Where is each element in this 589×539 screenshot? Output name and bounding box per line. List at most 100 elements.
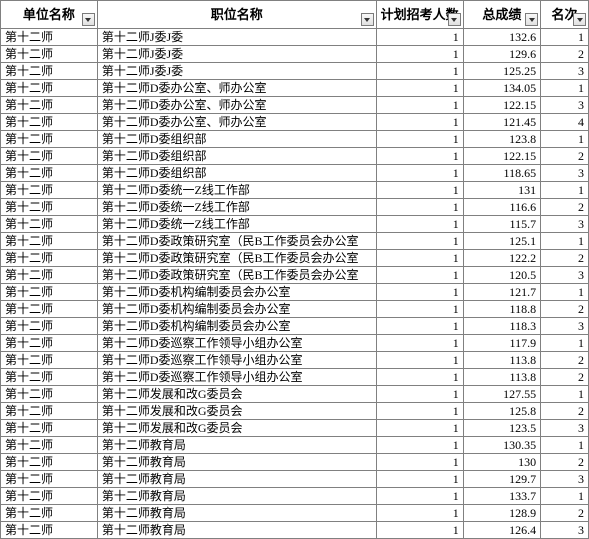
cell-plan: 1: [376, 233, 463, 250]
table-row: 第十二师第十二师D委政策研究室（民B工作委员会办公室1120.53: [1, 267, 589, 284]
cell-unit: 第十二师: [1, 488, 98, 505]
cell-rank: 3: [541, 63, 589, 80]
cell-score: 113.8: [463, 369, 540, 386]
filter-dropdown-icon[interactable]: [525, 13, 538, 26]
cell-score: 125.25: [463, 63, 540, 80]
cell-position: 第十二师D委巡察工作领导小组办公室: [97, 369, 376, 386]
cell-unit: 第十二师: [1, 131, 98, 148]
cell-position: 第十二师教育局: [97, 522, 376, 539]
cell-rank: 2: [541, 352, 589, 369]
cell-position: 第十二师D委统一Z线工作部: [97, 182, 376, 199]
header-position[interactable]: 职位名称: [97, 1, 376, 29]
cell-unit: 第十二师: [1, 471, 98, 488]
cell-position: 第十二师D委组织部: [97, 148, 376, 165]
cell-unit: 第十二师: [1, 420, 98, 437]
cell-plan: 1: [376, 29, 463, 46]
cell-rank: 4: [541, 114, 589, 131]
cell-unit: 第十二师: [1, 522, 98, 539]
filter-dropdown-icon[interactable]: [82, 13, 95, 26]
cell-rank: 2: [541, 301, 589, 318]
cell-rank: 1: [541, 284, 589, 301]
cell-plan: 1: [376, 488, 463, 505]
cell-rank: 3: [541, 471, 589, 488]
cell-unit: 第十二师: [1, 80, 98, 97]
cell-score: 118.65: [463, 165, 540, 182]
cell-score: 131: [463, 182, 540, 199]
cell-position: 第十二师D委组织部: [97, 165, 376, 182]
cell-plan: 1: [376, 216, 463, 233]
data-table: 单位名称 职位名称 计划招考人数 总成绩 名次 第十二师第十二师J委J委1132…: [0, 0, 589, 539]
cell-rank: 3: [541, 522, 589, 539]
cell-rank: 2: [541, 369, 589, 386]
table-row: 第十二师第十二师D委办公室、师办公室1121.454: [1, 114, 589, 131]
cell-unit: 第十二师: [1, 29, 98, 46]
cell-score: 129.6: [463, 46, 540, 63]
table-row: 第十二师第十二师教育局11302: [1, 454, 589, 471]
table-row: 第十二师第十二师D委巡察工作领导小组办公室1113.82: [1, 369, 589, 386]
cell-rank: 1: [541, 437, 589, 454]
cell-position: 第十二师D委政策研究室（民B工作委员会办公室: [97, 233, 376, 250]
header-plan[interactable]: 计划招考人数: [376, 1, 463, 29]
cell-rank: 3: [541, 165, 589, 182]
header-unit[interactable]: 单位名称: [1, 1, 98, 29]
header-score-label: 总成绩: [482, 7, 521, 22]
cell-position: 第十二师教育局: [97, 437, 376, 454]
cell-position: 第十二师J委J委: [97, 63, 376, 80]
header-rank[interactable]: 名次: [541, 1, 589, 29]
cell-score: 116.6: [463, 199, 540, 216]
table-row: 第十二师第十二师D委组织部1118.653: [1, 165, 589, 182]
cell-plan: 1: [376, 63, 463, 80]
cell-score: 126.4: [463, 522, 540, 539]
cell-plan: 1: [376, 420, 463, 437]
cell-unit: 第十二师: [1, 46, 98, 63]
cell-score: 122.15: [463, 148, 540, 165]
table-row: 第十二师第十二师D委组织部1123.81: [1, 131, 589, 148]
cell-unit: 第十二师: [1, 267, 98, 284]
cell-plan: 1: [376, 148, 463, 165]
cell-rank: 1: [541, 335, 589, 352]
cell-plan: 1: [376, 250, 463, 267]
cell-unit: 第十二师: [1, 97, 98, 114]
cell-rank: 2: [541, 403, 589, 420]
filter-dropdown-icon[interactable]: [448, 13, 461, 26]
cell-plan: 1: [376, 267, 463, 284]
cell-unit: 第十二师: [1, 63, 98, 80]
cell-position: 第十二师J委J委: [97, 46, 376, 63]
table-row: 第十二师第十二师D委机构编制委员会办公室1118.82: [1, 301, 589, 318]
cell-rank: 3: [541, 216, 589, 233]
cell-plan: 1: [376, 301, 463, 318]
cell-plan: 1: [376, 182, 463, 199]
cell-unit: 第十二师: [1, 216, 98, 233]
table-row: 第十二师第十二师D委机构编制委员会办公室1121.71: [1, 284, 589, 301]
cell-plan: 1: [376, 386, 463, 403]
cell-plan: 1: [376, 403, 463, 420]
header-position-label: 职位名称: [211, 7, 263, 22]
header-score[interactable]: 总成绩: [463, 1, 540, 29]
table-row: 第十二师第十二师教育局1133.71: [1, 488, 589, 505]
cell-unit: 第十二师: [1, 505, 98, 522]
cell-position: 第十二师教育局: [97, 488, 376, 505]
cell-position: 第十二师D委统一Z线工作部: [97, 199, 376, 216]
cell-rank: 1: [541, 488, 589, 505]
cell-score: 128.9: [463, 505, 540, 522]
filter-dropdown-icon[interactable]: [361, 13, 374, 26]
cell-unit: 第十二师: [1, 335, 98, 352]
cell-plan: 1: [376, 97, 463, 114]
cell-unit: 第十二师: [1, 318, 98, 335]
cell-plan: 1: [376, 114, 463, 131]
filter-dropdown-icon[interactable]: [573, 13, 586, 26]
table-row: 第十二师第十二师教育局1130.351: [1, 437, 589, 454]
cell-score: 123.8: [463, 131, 540, 148]
table-row: 第十二师第十二师发展和改G委员会1127.551: [1, 386, 589, 403]
table-row: 第十二师第十二师D委办公室、师办公室1134.051: [1, 80, 589, 97]
cell-rank: 1: [541, 29, 589, 46]
cell-score: 118.8: [463, 301, 540, 318]
cell-unit: 第十二师: [1, 403, 98, 420]
table-row: 第十二师第十二师D委政策研究室（民B工作委员会办公室1125.11: [1, 233, 589, 250]
cell-score: 121.7: [463, 284, 540, 301]
cell-position: 第十二师D委机构编制委员会办公室: [97, 301, 376, 318]
table-row: 第十二师第十二师J委J委1129.62: [1, 46, 589, 63]
cell-position: 第十二师教育局: [97, 471, 376, 488]
cell-rank: 1: [541, 386, 589, 403]
table-row: 第十二师第十二师D委统一Z线工作部1115.73: [1, 216, 589, 233]
